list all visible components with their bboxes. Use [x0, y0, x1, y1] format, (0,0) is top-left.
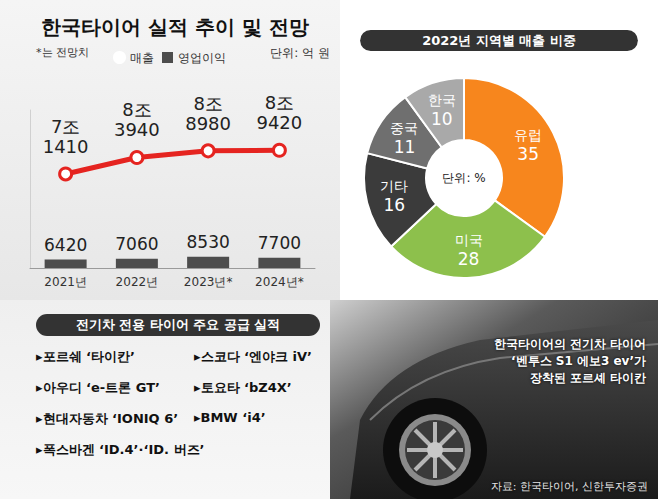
svg-text:9420: 9420 [256, 112, 302, 133]
svg-text:2022년: 2022년 [116, 275, 159, 289]
svg-text:유럽: 유럽 [514, 127, 542, 143]
html-text:자료: 한국타이어, 신한투자증권: 자료: 한국타이어, 신한투자증권 [490, 480, 648, 493]
svg-text:16: 16 [383, 195, 405, 215]
svg-text:미국: 미국 [455, 232, 483, 248]
svg-text:한국타이어 실적 추이 및 전망: 한국타이어 실적 추이 및 전망 [41, 15, 309, 39]
svg-text:8조: 8조 [193, 93, 222, 114]
svg-text:2022년 지역별 매출 비중: 2022년 지역별 매출 비중 [422, 33, 576, 48]
svg-text:7700: 7700 [258, 233, 301, 253]
svg-text:8530: 8530 [186, 232, 229, 252]
html-text:▸폭스바겐 ‘ID.4’·‘ID. 버즈’: ▸폭스바겐 ‘ID.4’·‘ID. 버즈’ [36, 442, 205, 457]
svg-text:3940: 3940 [114, 119, 160, 140]
svg-text:영업이익: 영업이익 [178, 51, 226, 65]
svg-text:8조: 8조 [122, 99, 151, 120]
svg-text:10: 10 [431, 109, 453, 129]
svg-text:8조: 8조 [265, 92, 294, 113]
html-text:‘벤투스 S1 에보3 ev’가: ‘벤투스 S1 에보3 ev’가 [511, 354, 646, 368]
html-text:▸현대자동차 ‘IONIQ 6’: ▸현대자동차 ‘IONIQ 6’ [36, 411, 179, 426]
svg-text:매출: 매출 [130, 51, 154, 65]
svg-text:8980: 8980 [185, 113, 231, 134]
svg-text:한국: 한국 [428, 92, 456, 108]
html-text:▸포르쉐 ‘타이칸’: ▸포르쉐 ‘타이칸’ [36, 349, 135, 364]
html-text:한국타이어의 전기차 타이어: 한국타이어의 전기차 타이어 [493, 337, 646, 351]
svg-text:28: 28 [458, 249, 480, 269]
svg-text:중국: 중국 [390, 120, 418, 136]
svg-text:7조: 7조 [51, 116, 80, 137]
svg-text:7060: 7060 [115, 234, 158, 254]
svg-text:기타: 기타 [380, 178, 408, 194]
html-text:전기차 전용 타이어 주요 공급 실적: 전기차 전용 타이어 주요 공급 실적 [75, 317, 281, 332]
svg-text:11: 11 [394, 137, 416, 157]
svg-text:2024년*: 2024년* [255, 275, 304, 289]
svg-text:단위: %: 단위: % [442, 171, 485, 185]
svg-text:6420: 6420 [44, 235, 87, 255]
html-text:▸아우디 ‘e-트론 GT’: ▸아우디 ‘e-트론 GT’ [36, 380, 160, 395]
svg-text:2021년: 2021년 [44, 275, 87, 289]
svg-text:*는 전망치: *는 전망치 [36, 46, 89, 59]
html-text:▸스코다 ‘엔야크 iV’: ▸스코다 ‘엔야크 iV’ [194, 349, 312, 364]
html-text:▸BMW ‘i4’: ▸BMW ‘i4’ [194, 410, 266, 425]
html-text:▸토요타 ‘bZ4X’: ▸토요타 ‘bZ4X’ [194, 380, 292, 395]
svg-text:35: 35 [517, 144, 539, 164]
svg-text:2023년*: 2023년* [184, 275, 233, 289]
svg-text:1410: 1410 [43, 136, 89, 157]
html-text:장착된 포르셰 타이칸: 장착된 포르셰 타이칸 [529, 371, 646, 385]
svg-text:단위: 억 원: 단위: 억 원 [270, 46, 330, 60]
